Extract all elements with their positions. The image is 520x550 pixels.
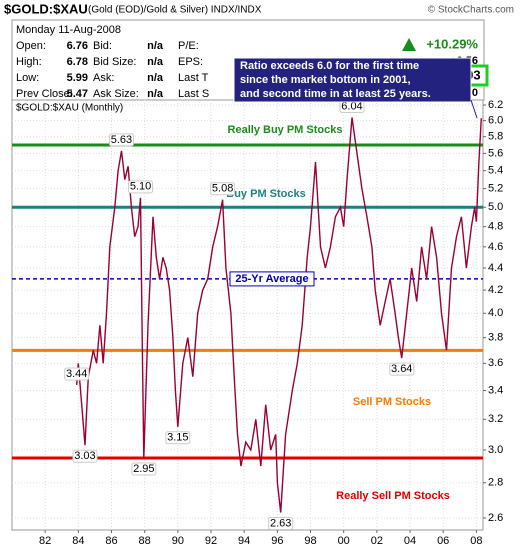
point-label: 5.10 — [130, 181, 151, 193]
volume: 0 — [472, 87, 478, 99]
level-label: Really Sell PM Stocks — [336, 490, 450, 502]
quote-cell: Low: — [16, 72, 39, 84]
point-label-box — [108, 133, 134, 147]
x-tick-label: 94 — [238, 535, 250, 547]
quote-cell: Bid: — [93, 40, 112, 52]
y-tick-label: 4.6 — [488, 241, 503, 253]
x-tick-label: 98 — [304, 535, 316, 547]
y-tick-label: 4.2 — [488, 284, 503, 296]
x-tick-label: 02 — [371, 535, 383, 547]
y-tick-label: 2.8 — [488, 477, 503, 489]
y-tick-label: 4.0 — [488, 307, 503, 319]
x-tick-label: 96 — [271, 535, 283, 547]
annotation-pointer — [470, 99, 478, 119]
legend-label: $GOLD:$XAU (Monthly) — [16, 103, 123, 114]
y-tick-label: 6.0 — [488, 115, 503, 127]
quote-cell: 5.99 — [67, 72, 88, 84]
quote-cell: Last T — [178, 72, 209, 84]
change-pct: +10.29% — [426, 36, 478, 51]
y-tick-label: 3.2 — [488, 413, 503, 425]
point-label: 6.04 — [341, 100, 362, 112]
point-label: 3.64 — [391, 363, 412, 375]
annotation-line: and second time in at least 25 years. — [240, 88, 431, 100]
point-label-box — [165, 431, 191, 445]
annotation-box — [233, 57, 472, 103]
point-label-box — [64, 367, 90, 381]
level-label-box — [229, 271, 315, 287]
point-label-box — [389, 362, 415, 376]
quote-cell: 6.78 — [67, 56, 88, 68]
x-tick-label: 92 — [205, 535, 217, 547]
x-tick-label: 86 — [105, 535, 117, 547]
x-tick-label: 82 — [39, 535, 51, 547]
annotation-line: Ratio exceeds 6.0 for the first time — [240, 60, 419, 72]
annotation-line: since the market bottom in 2001, — [240, 74, 411, 86]
y-tick-label: 3.4 — [488, 384, 503, 396]
point-label: 5.63 — [111, 134, 132, 146]
point-label: 3.15 — [167, 432, 188, 444]
quote-cell: High: — [16, 56, 42, 68]
up-arrow — [402, 38, 416, 51]
quote-cell: n/a — [147, 56, 164, 68]
point-label: 5.08 — [212, 183, 233, 195]
credit: © StockCharts.com — [428, 5, 514, 16]
point-label-box — [131, 462, 157, 476]
point-label-box — [210, 182, 236, 196]
x-tick-label: 06 — [437, 535, 449, 547]
description: (Gold (EOD)/Gold & Silver) INDX/INDX — [88, 5, 262, 16]
quote-cell: P/E: — [178, 40, 199, 52]
quote-date: Monday 11-Aug-2008 — [16, 24, 121, 36]
y-tick-label: 5.6 — [488, 147, 503, 159]
quote-cell: Last S — [178, 88, 209, 100]
y-tick-label: 6.2 — [488, 99, 503, 111]
level-label: 25-Yr Average — [235, 273, 308, 285]
point-label-box — [72, 449, 98, 463]
point-label: 2.95 — [133, 463, 154, 475]
y-tick-label: 4.8 — [488, 221, 503, 233]
series-line — [76, 117, 482, 513]
x-tick-label: 84 — [72, 535, 84, 547]
y-tick-label: 5.8 — [488, 131, 503, 143]
quote-cell: 6.76 — [67, 40, 88, 52]
y-tick-label: 5.2 — [488, 183, 503, 195]
quote-cell: Open: — [16, 40, 46, 52]
y-tick-label: 5.0 — [488, 201, 503, 213]
point-label: 3.03 — [74, 450, 95, 462]
level-label: Really Buy PM Stocks — [228, 124, 343, 136]
quote-cell: n/a — [147, 88, 164, 100]
point-label-box — [128, 180, 154, 194]
quote-cell: EPS: — [178, 56, 203, 68]
quote-cell: n/a — [147, 40, 164, 52]
y-tick-label: 4.4 — [488, 262, 503, 274]
x-tick-label: 90 — [172, 535, 184, 547]
point-label: 3.44 — [66, 368, 87, 380]
quote-cell: 5.47 — [67, 88, 88, 100]
plot-frame — [11, 99, 484, 531]
quote-cell: Ask Size: — [93, 88, 139, 100]
quote-cell: Ask: — [93, 72, 114, 84]
symbol: $GOLD:$XAU — [4, 1, 88, 16]
y-tick-label: 3.0 — [488, 444, 503, 456]
point-label: 2.63 — [270, 517, 291, 529]
point-label-box — [268, 517, 294, 531]
y-tick-label: 5.4 — [488, 165, 503, 177]
x-tick-label: 08 — [470, 535, 482, 547]
y-tick-label: 3.8 — [488, 332, 503, 344]
x-tick-label: 04 — [404, 535, 416, 547]
level-label: Buy PM Stocks — [226, 188, 305, 200]
quote-cell: n/a — [147, 72, 164, 84]
quote-cell: Prev Close: — [16, 88, 73, 100]
y-tick-label: 3.6 — [488, 357, 503, 369]
x-tick-label: 00 — [338, 535, 350, 547]
level-label: Sell PM Stocks — [353, 396, 431, 408]
x-tick-label: 88 — [139, 535, 151, 547]
y-tick-label: 2.6 — [488, 512, 503, 524]
quote-cell: Bid Size: — [93, 56, 136, 68]
